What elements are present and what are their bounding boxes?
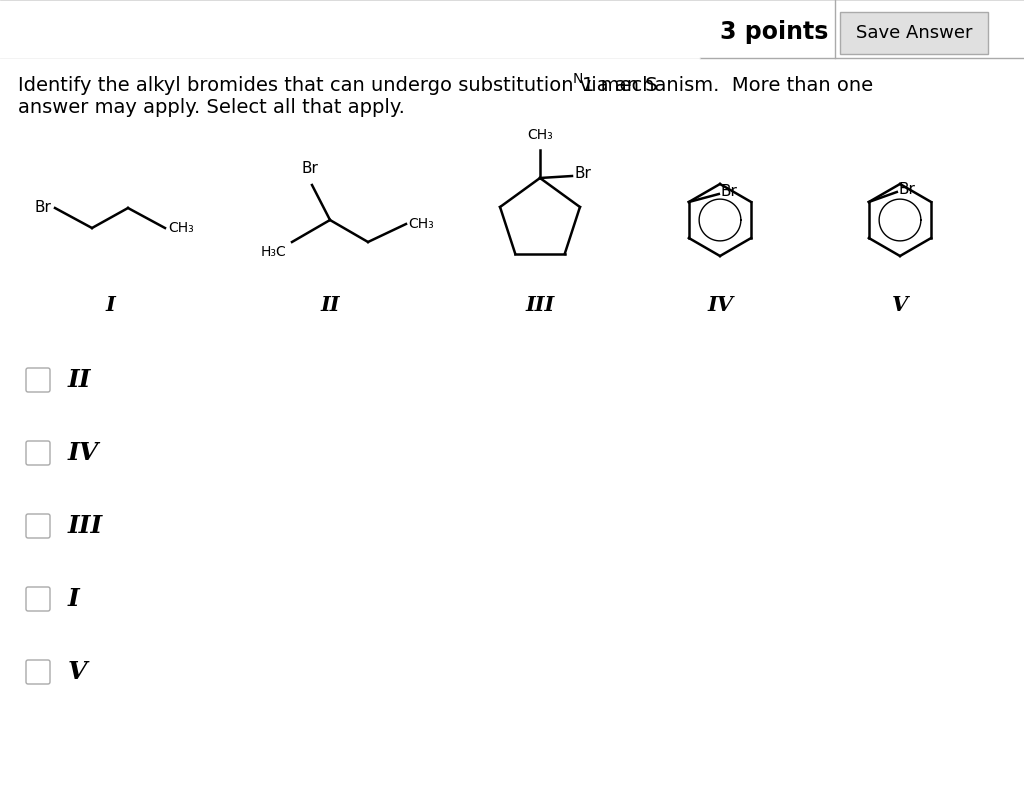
Text: answer may apply. Select all that apply.: answer may apply. Select all that apply. (18, 98, 404, 117)
Text: V: V (68, 660, 87, 684)
Text: Br: Br (574, 167, 591, 181)
Text: CH₃: CH₃ (168, 221, 194, 235)
Text: I: I (68, 587, 80, 611)
Text: I: I (105, 295, 115, 315)
Text: IV: IV (707, 295, 733, 315)
Bar (840, 12, 988, 54)
Text: CH₃: CH₃ (408, 217, 434, 231)
Text: 1 mechanism.  More than one: 1 mechanism. More than one (582, 76, 873, 95)
FancyBboxPatch shape (26, 660, 50, 684)
Text: H₃C: H₃C (260, 245, 286, 259)
Text: CH₃: CH₃ (527, 128, 553, 142)
Text: N: N (573, 72, 584, 86)
Text: Br: Br (721, 185, 737, 199)
Text: II: II (68, 368, 91, 392)
Text: Br: Br (301, 161, 318, 176)
Text: 3 points: 3 points (720, 20, 828, 44)
FancyBboxPatch shape (26, 368, 50, 392)
FancyBboxPatch shape (26, 514, 50, 538)
Text: Identify the alkyl bromides that can undergo substitution via an S: Identify the alkyl bromides that can und… (18, 76, 657, 95)
Text: II: II (321, 295, 340, 315)
Text: V: V (892, 295, 908, 315)
Text: Br: Br (899, 182, 915, 198)
Text: Save Answer: Save Answer (856, 24, 972, 42)
Text: III: III (68, 514, 103, 538)
Text: IV: IV (68, 441, 99, 465)
Text: III: III (525, 295, 555, 315)
FancyBboxPatch shape (26, 587, 50, 611)
Text: Br: Br (34, 199, 51, 215)
FancyBboxPatch shape (26, 441, 50, 465)
